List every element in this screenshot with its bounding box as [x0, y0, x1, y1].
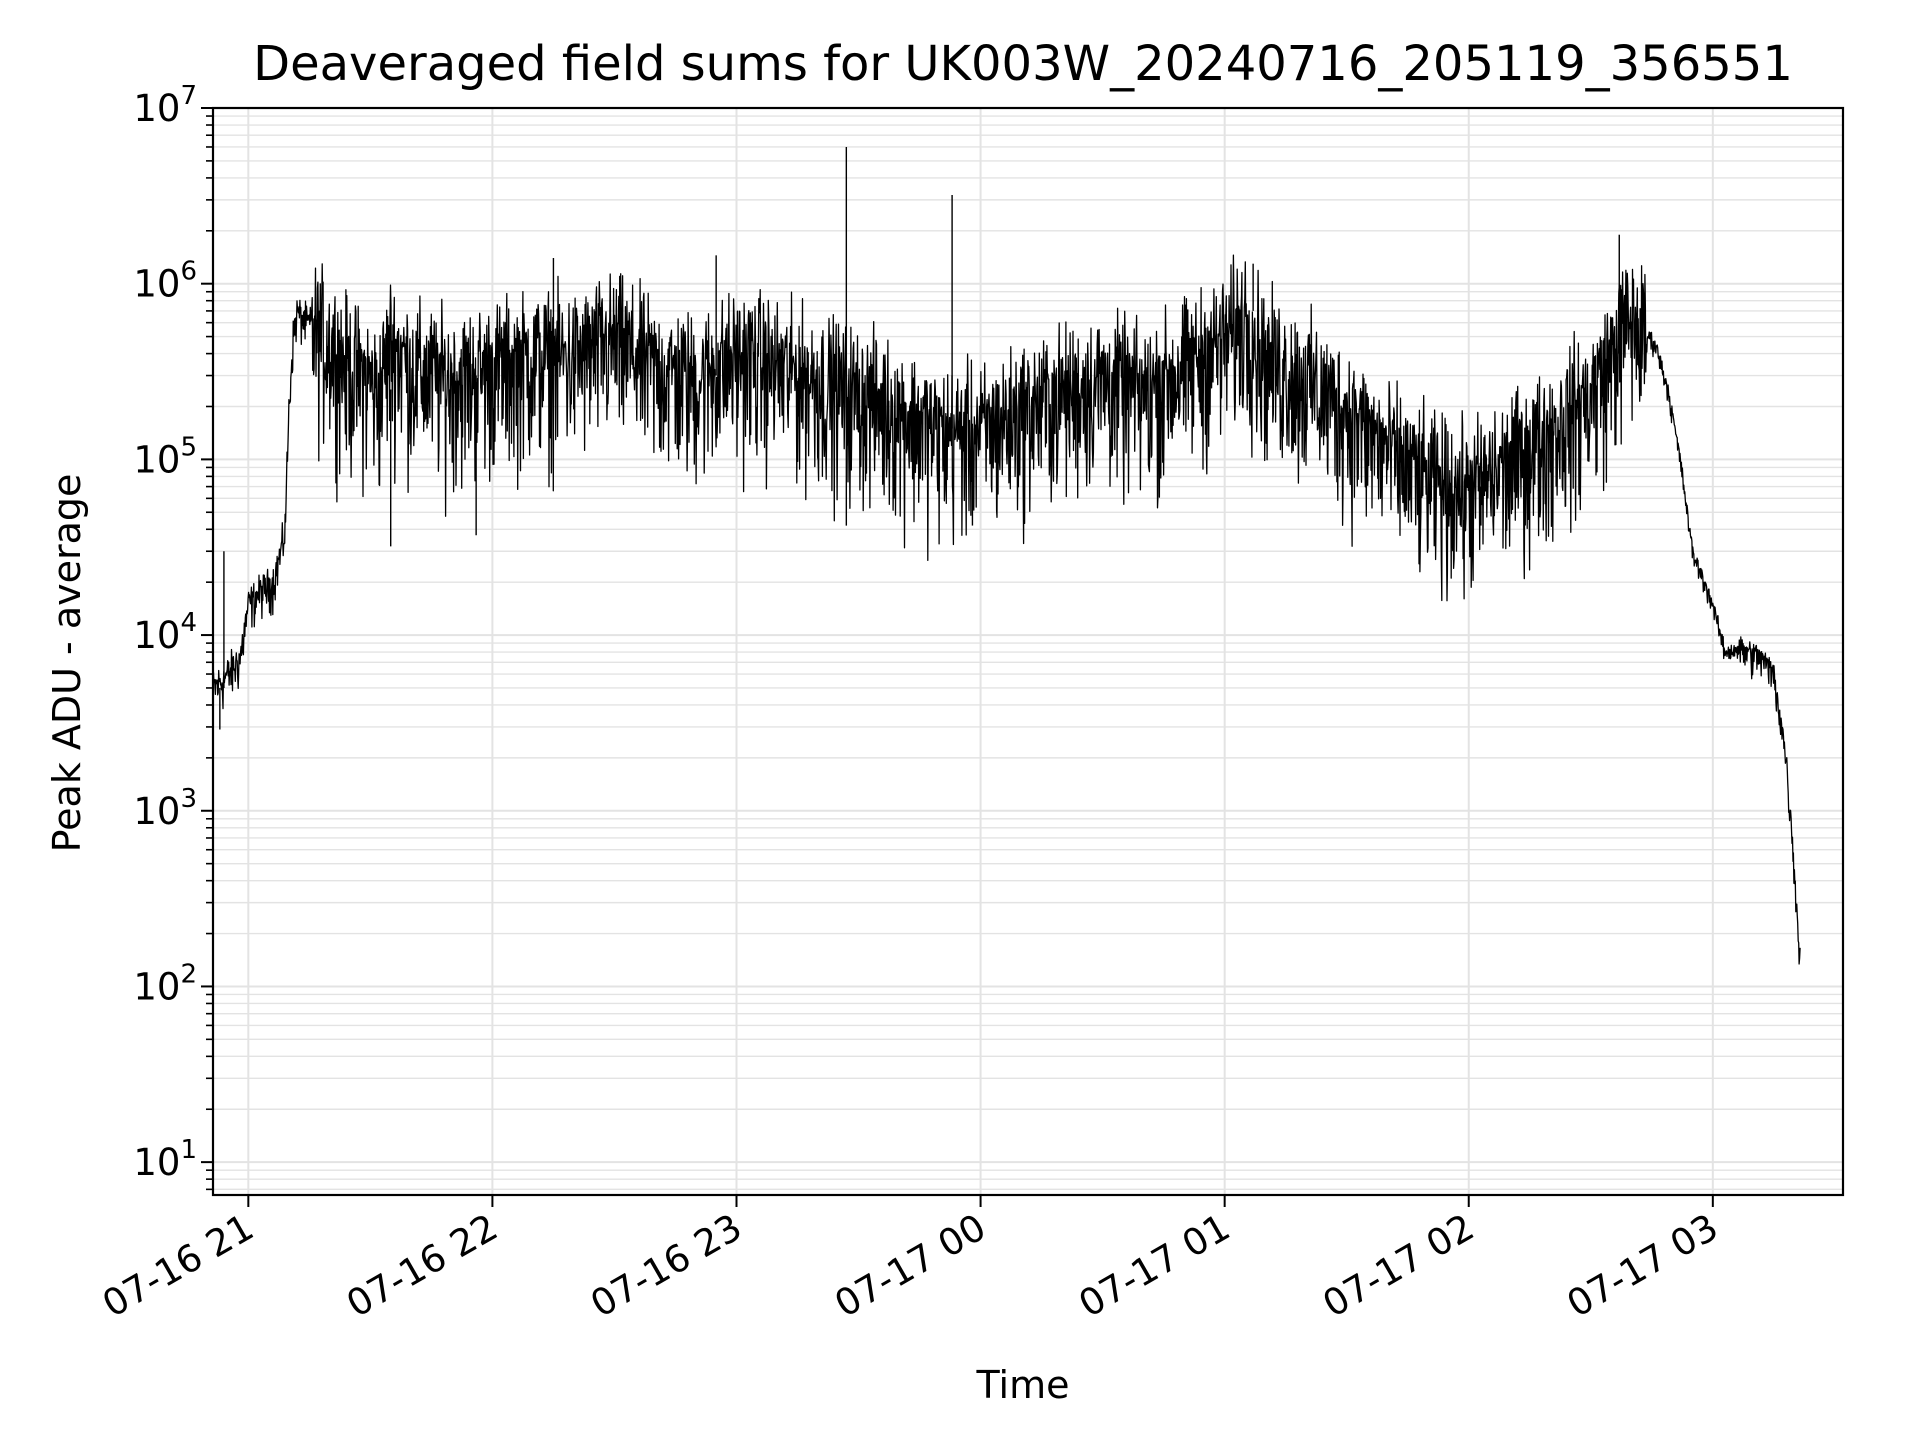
y-tick-label: 101	[133, 1135, 197, 1184]
x-axis-label: Time	[976, 1363, 1070, 1407]
y-axis-ticks: 101 102 103 104 105 106 107	[133, 81, 213, 1191]
y-axis-label: Peak ADU - average	[45, 474, 89, 853]
y-tick-label: 107	[133, 81, 197, 130]
y-tick-label: 104	[133, 608, 197, 657]
y-tick-label: 105	[133, 432, 197, 481]
y-tick-label: 106	[133, 257, 197, 306]
y-tick-label: 103	[133, 784, 197, 833]
series-line	[212, 254, 1801, 965]
y-tick-label: 102	[133, 959, 197, 1008]
chart-title: Deaveraged field sums for UK003W_2024071…	[253, 36, 1793, 92]
series-group	[212, 146, 1801, 965]
